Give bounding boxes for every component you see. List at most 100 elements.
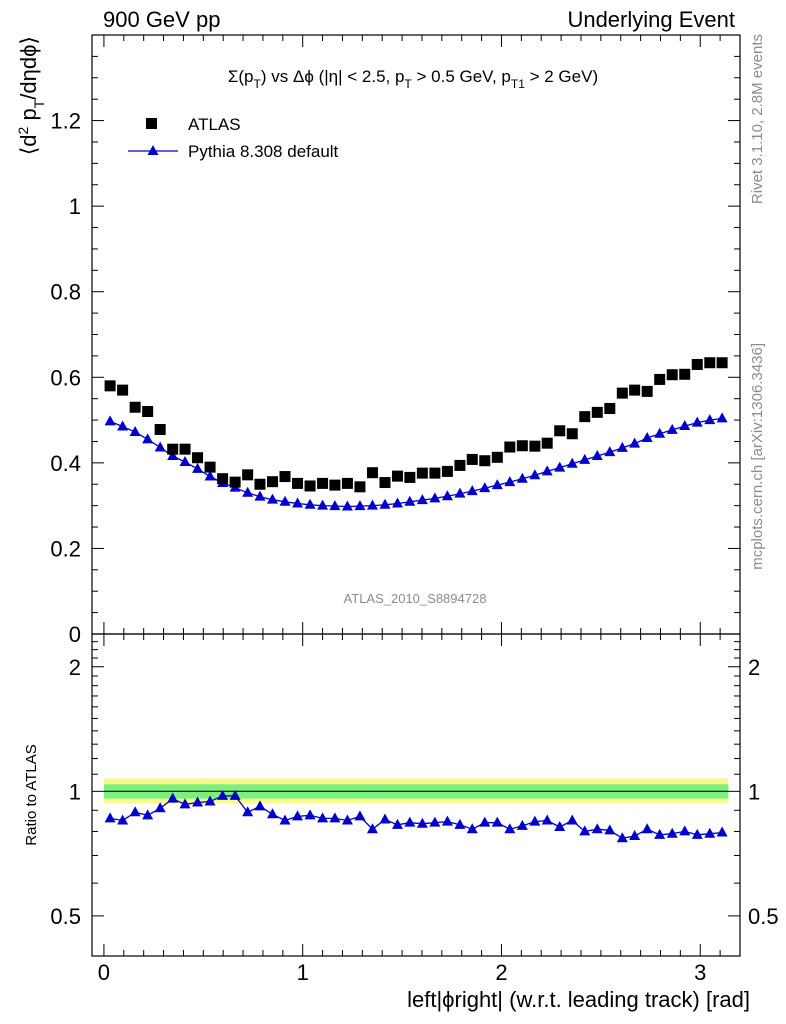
ratio-pythia-point xyxy=(129,806,141,817)
ratio-pythia-point xyxy=(167,792,179,803)
main-y-tick-label: 0.4 xyxy=(50,451,81,476)
x-tick-label: 2 xyxy=(495,960,507,985)
ratio-pythia-point xyxy=(541,814,553,825)
pythia-point xyxy=(204,470,216,481)
atlas-point xyxy=(304,480,316,492)
atlas-point xyxy=(129,401,141,413)
x-tick-label: 1 xyxy=(297,960,309,985)
ratio-pythia-point xyxy=(491,816,503,827)
pythia-point xyxy=(129,426,141,437)
atlas-point xyxy=(579,411,591,423)
pythia-point xyxy=(716,412,728,423)
atlas-point xyxy=(679,368,691,380)
ratio-pythia-point xyxy=(616,832,628,843)
atlas-point xyxy=(117,384,129,396)
ratio-y-tick-label: 0.5 xyxy=(50,904,81,929)
atlas-point xyxy=(192,452,204,464)
pythia-point xyxy=(404,495,416,506)
atlas-point xyxy=(204,461,216,473)
atlas-point xyxy=(429,467,441,479)
pythia-point xyxy=(341,500,353,511)
ratio-pythia-point xyxy=(142,809,154,820)
ratio-pythia-point xyxy=(204,795,216,806)
pythia-point xyxy=(529,469,541,480)
x-axis-label: left|ϕright| (w.r.t. leading track) [rad… xyxy=(407,987,750,1012)
ratio-pythia-point xyxy=(566,814,578,825)
header-left: 900 GeV pp xyxy=(103,7,220,32)
ratio-pythia-point xyxy=(317,812,329,823)
atlas-point xyxy=(641,385,653,397)
ratio-pythia-point xyxy=(192,796,204,807)
main-y-tick-label: 1.2 xyxy=(50,109,81,134)
ratio-pythia-point xyxy=(704,827,716,838)
atlas-point xyxy=(416,467,428,479)
ratio-pythia-point xyxy=(679,825,691,836)
ratio-pythia-point xyxy=(404,816,416,827)
atlas-point xyxy=(441,465,453,477)
atlas-point xyxy=(591,406,603,418)
rivet-label: Rivet 3.1.10, 2.8M events xyxy=(749,34,766,204)
legend: ATLAS Pythia 8.308 default xyxy=(128,115,339,161)
ratio-pythia-point xyxy=(341,814,353,825)
ratio-pythia-point xyxy=(604,824,616,835)
atlas-point xyxy=(317,477,329,489)
main-y-tick-label: 0 xyxy=(69,622,81,647)
atlas-point xyxy=(454,459,466,471)
pythia-point xyxy=(104,415,116,426)
pythia-point xyxy=(491,479,503,490)
mcplots-label: mcplots.cern.ch [arXiv:1306.3436] xyxy=(749,343,766,570)
atlas-point xyxy=(516,440,528,452)
atlas-point xyxy=(654,373,666,385)
atlas-point xyxy=(616,387,628,399)
pythia-point xyxy=(354,500,366,511)
pythia-point xyxy=(266,493,278,504)
atlas-point xyxy=(666,369,678,381)
legend-pythia-marker xyxy=(147,145,159,155)
ratio-pythia-point xyxy=(416,817,428,828)
ratio-y-tick-label: 2 xyxy=(69,655,81,680)
pythia-point xyxy=(179,456,191,467)
pythia-point xyxy=(142,433,154,444)
atlas-point xyxy=(479,455,491,467)
pythia-point xyxy=(167,450,179,461)
pythia-point xyxy=(691,416,703,427)
ratio-y-tick-label-right: 0.5 xyxy=(748,904,779,929)
pythia-point xyxy=(516,472,528,483)
atlas-point xyxy=(704,357,716,369)
ratio-pythia-point xyxy=(479,816,491,827)
ratio-y-tick-label: 1 xyxy=(69,779,81,804)
atlas-point xyxy=(541,437,553,449)
ratio-pythia-point xyxy=(716,826,728,837)
ratio-pythia-point xyxy=(554,820,566,831)
pythia-point xyxy=(154,441,166,452)
ratio-pythia-point xyxy=(641,823,653,834)
atlas-point xyxy=(104,380,116,392)
atlas-point xyxy=(142,406,154,418)
pythia-point xyxy=(117,420,129,431)
atlas-point xyxy=(366,467,378,479)
atlas-point xyxy=(529,440,541,452)
ratio-pythia-point xyxy=(217,789,229,800)
atlas-point xyxy=(266,476,278,488)
ratio-pythia-point xyxy=(254,800,266,811)
ratio-pythia-point xyxy=(454,818,466,829)
ratio-pythia-point xyxy=(292,810,304,821)
legend-pythia-label: Pythia 8.308 default xyxy=(188,142,339,161)
ratio-pythia-point xyxy=(579,825,591,836)
pythia-point xyxy=(554,461,566,472)
ratio-pythia-point xyxy=(666,827,678,838)
atlas-point xyxy=(629,384,641,396)
pythia-point xyxy=(242,486,254,497)
ratio-pythia-point xyxy=(179,798,191,809)
ratio-pythia-point xyxy=(466,823,478,834)
pythia-point xyxy=(192,462,204,473)
atlas-point xyxy=(504,441,516,453)
ratio-pythia-point xyxy=(229,789,241,800)
pythia-point xyxy=(704,414,716,425)
ratio-pythia-point xyxy=(279,814,291,825)
pythia-point xyxy=(654,427,666,438)
atlas-point xyxy=(217,473,229,485)
ratio-pythia-point xyxy=(629,829,641,840)
main-tick-group: 0 0.2 0.4 0.6 0.8 1 1.2 xyxy=(50,34,740,647)
atlas-point xyxy=(491,451,503,463)
